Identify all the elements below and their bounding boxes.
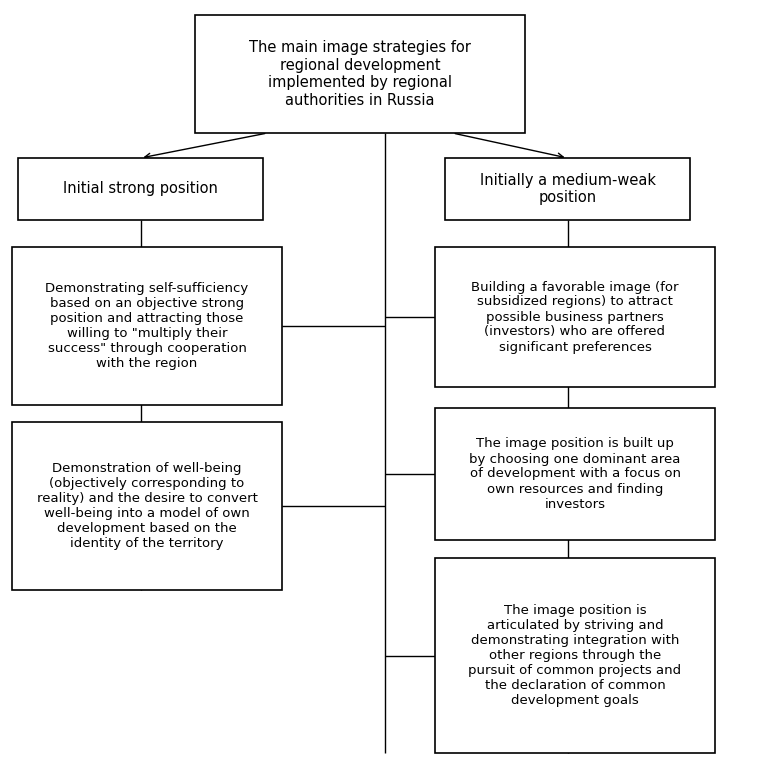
Bar	[435, 408, 715, 540]
Bar	[195, 15, 525, 133]
Bar	[18, 158, 263, 220]
Bar	[12, 247, 282, 405]
Bar	[435, 247, 715, 387]
Text: The image position is built up
by choosing one dominant area
of development with: The image position is built up by choosi…	[470, 437, 680, 511]
Text: Building a favorable image (for
subsidized regions) to attract
possible business: Building a favorable image (for subsidiz…	[471, 280, 679, 354]
Bar	[12, 422, 282, 590]
Text: Initial strong position: Initial strong position	[63, 181, 218, 197]
Text: The image position is
articulated by striving and
demonstrating integration with: The image position is articulated by str…	[468, 604, 681, 707]
Text: Demonstration of well-being
(objectively corresponding to
reality) and the desir: Demonstration of well-being (objectively…	[36, 462, 257, 550]
Text: The main image strategies for
regional development
implemented by regional
autho: The main image strategies for regional d…	[249, 41, 471, 108]
Bar	[435, 558, 715, 753]
Text: Demonstrating self-sufficiency
based on an objective strong
position and attract: Demonstrating self-sufficiency based on …	[46, 282, 249, 370]
Bar	[445, 158, 690, 220]
Text: Initially a medium-weak
position: Initially a medium-weak position	[480, 173, 656, 205]
